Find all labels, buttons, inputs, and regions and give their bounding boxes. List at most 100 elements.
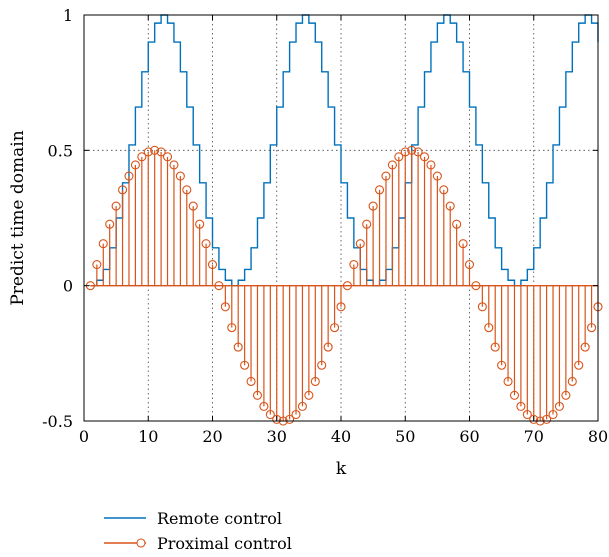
proximal-point [111, 201, 121, 211]
y-tick-label: 0.5 [48, 141, 73, 160]
y-tick-label: -0.5 [42, 412, 73, 431]
proximal-point [175, 171, 185, 181]
proximal-point [407, 145, 417, 155]
x-axis-label: k [336, 459, 347, 479]
x-tick-label: 0 [79, 427, 89, 446]
proximal-point [265, 409, 275, 420]
proximal-point [471, 281, 481, 291]
proximal-point [297, 401, 308, 411]
legend-proximal-label: Proximal control [157, 534, 292, 553]
proximal-point [458, 239, 468, 249]
proximal-point [503, 376, 513, 387]
proximal-point [98, 239, 108, 249]
proximal-point [426, 160, 436, 170]
legend: Remote control Proximal control [104, 509, 292, 553]
proximal-point [567, 376, 577, 387]
proximal-point [342, 281, 352, 291]
proximal-point [291, 409, 301, 420]
proximal-point [362, 219, 372, 229]
proximal-point [477, 302, 487, 312]
proximal-point [188, 201, 198, 211]
proximal-point [497, 360, 507, 370]
x-tick-label: 10 [138, 427, 158, 446]
x-tick-label: 30 [267, 427, 287, 446]
proximal-point [484, 323, 494, 333]
proximal-point [522, 409, 532, 420]
x-tick-label: 40 [331, 427, 351, 446]
proximal-point [246, 376, 256, 387]
proximal-point [561, 390, 571, 400]
proximal-point [92, 260, 102, 270]
proximal-point [252, 390, 263, 400]
proximal-point [214, 281, 224, 291]
proximal-point [259, 401, 269, 411]
proximal-point [105, 219, 115, 229]
proximal-point [323, 342, 333, 352]
y-tick-label: 1 [63, 6, 73, 25]
x-tick-label: 50 [395, 427, 415, 446]
proximal-point [182, 185, 192, 195]
proximal-point [349, 260, 359, 270]
legend-remote-label: Remote control [157, 509, 282, 528]
proximal-point [452, 219, 462, 229]
legend-proximal-marker [136, 538, 146, 548]
proximal-point [574, 360, 584, 370]
proximal-point [143, 147, 153, 157]
proximal-point [330, 323, 340, 333]
proximal-point [464, 260, 475, 270]
proximal-point [516, 401, 526, 411]
proximal-point [400, 147, 410, 157]
proximal-point [207, 260, 218, 270]
proximal-point [317, 360, 327, 370]
proximal-point [124, 171, 134, 181]
proximal-point [445, 201, 455, 211]
proximal-point [195, 219, 205, 229]
proximal-point [439, 185, 449, 195]
proximal-point [587, 323, 597, 333]
y-tick-label: 0 [63, 277, 73, 296]
x-tick-label: 80 [588, 427, 608, 446]
proximal-point [201, 239, 211, 249]
proximal-point [381, 171, 391, 181]
proximal-point [548, 409, 558, 420]
proximal-point [227, 323, 237, 333]
proximal-point [490, 342, 500, 352]
proximal-point [156, 147, 166, 157]
proximal-point [220, 302, 230, 312]
x-tick-label: 20 [202, 427, 222, 446]
proximal-point [542, 414, 552, 424]
proximal-point [310, 376, 320, 387]
proximal-point [355, 239, 365, 249]
remote-control-line [90, 14, 599, 287]
remote-control-series [90, 14, 599, 287]
proximal-point [387, 160, 397, 170]
x-axis-ticks: 0 10 20 30 40 50 60 70 80 [79, 15, 608, 446]
proximal-point [529, 414, 539, 424]
proximal-point [413, 147, 423, 157]
proximal-point [368, 201, 378, 211]
y-axis-label: Predict time domain [8, 130, 28, 305]
proximal-point [554, 401, 565, 411]
proximal-point [336, 302, 346, 312]
proximal-point [509, 390, 520, 400]
proximal-point [272, 414, 282, 424]
proximal-point [580, 342, 590, 352]
proximal-point [118, 185, 128, 195]
proximal-point [162, 152, 173, 162]
proximal-point [432, 171, 442, 181]
proximal-point [233, 342, 243, 352]
proximal-point [150, 145, 160, 155]
proximal-point [394, 152, 404, 162]
proximal-point [419, 152, 430, 162]
x-tick-label: 60 [459, 427, 479, 446]
proximal-point [240, 360, 250, 370]
proximal-point [137, 152, 147, 162]
proximal-point [130, 160, 140, 170]
proximal-point [285, 414, 295, 424]
x-tick-label: 70 [524, 427, 544, 446]
proximal-point [304, 390, 314, 400]
proximal-point [374, 185, 385, 195]
y-axis-ticks: -0.5 0 0.5 1 [42, 6, 598, 431]
proximal-point [169, 160, 179, 170]
